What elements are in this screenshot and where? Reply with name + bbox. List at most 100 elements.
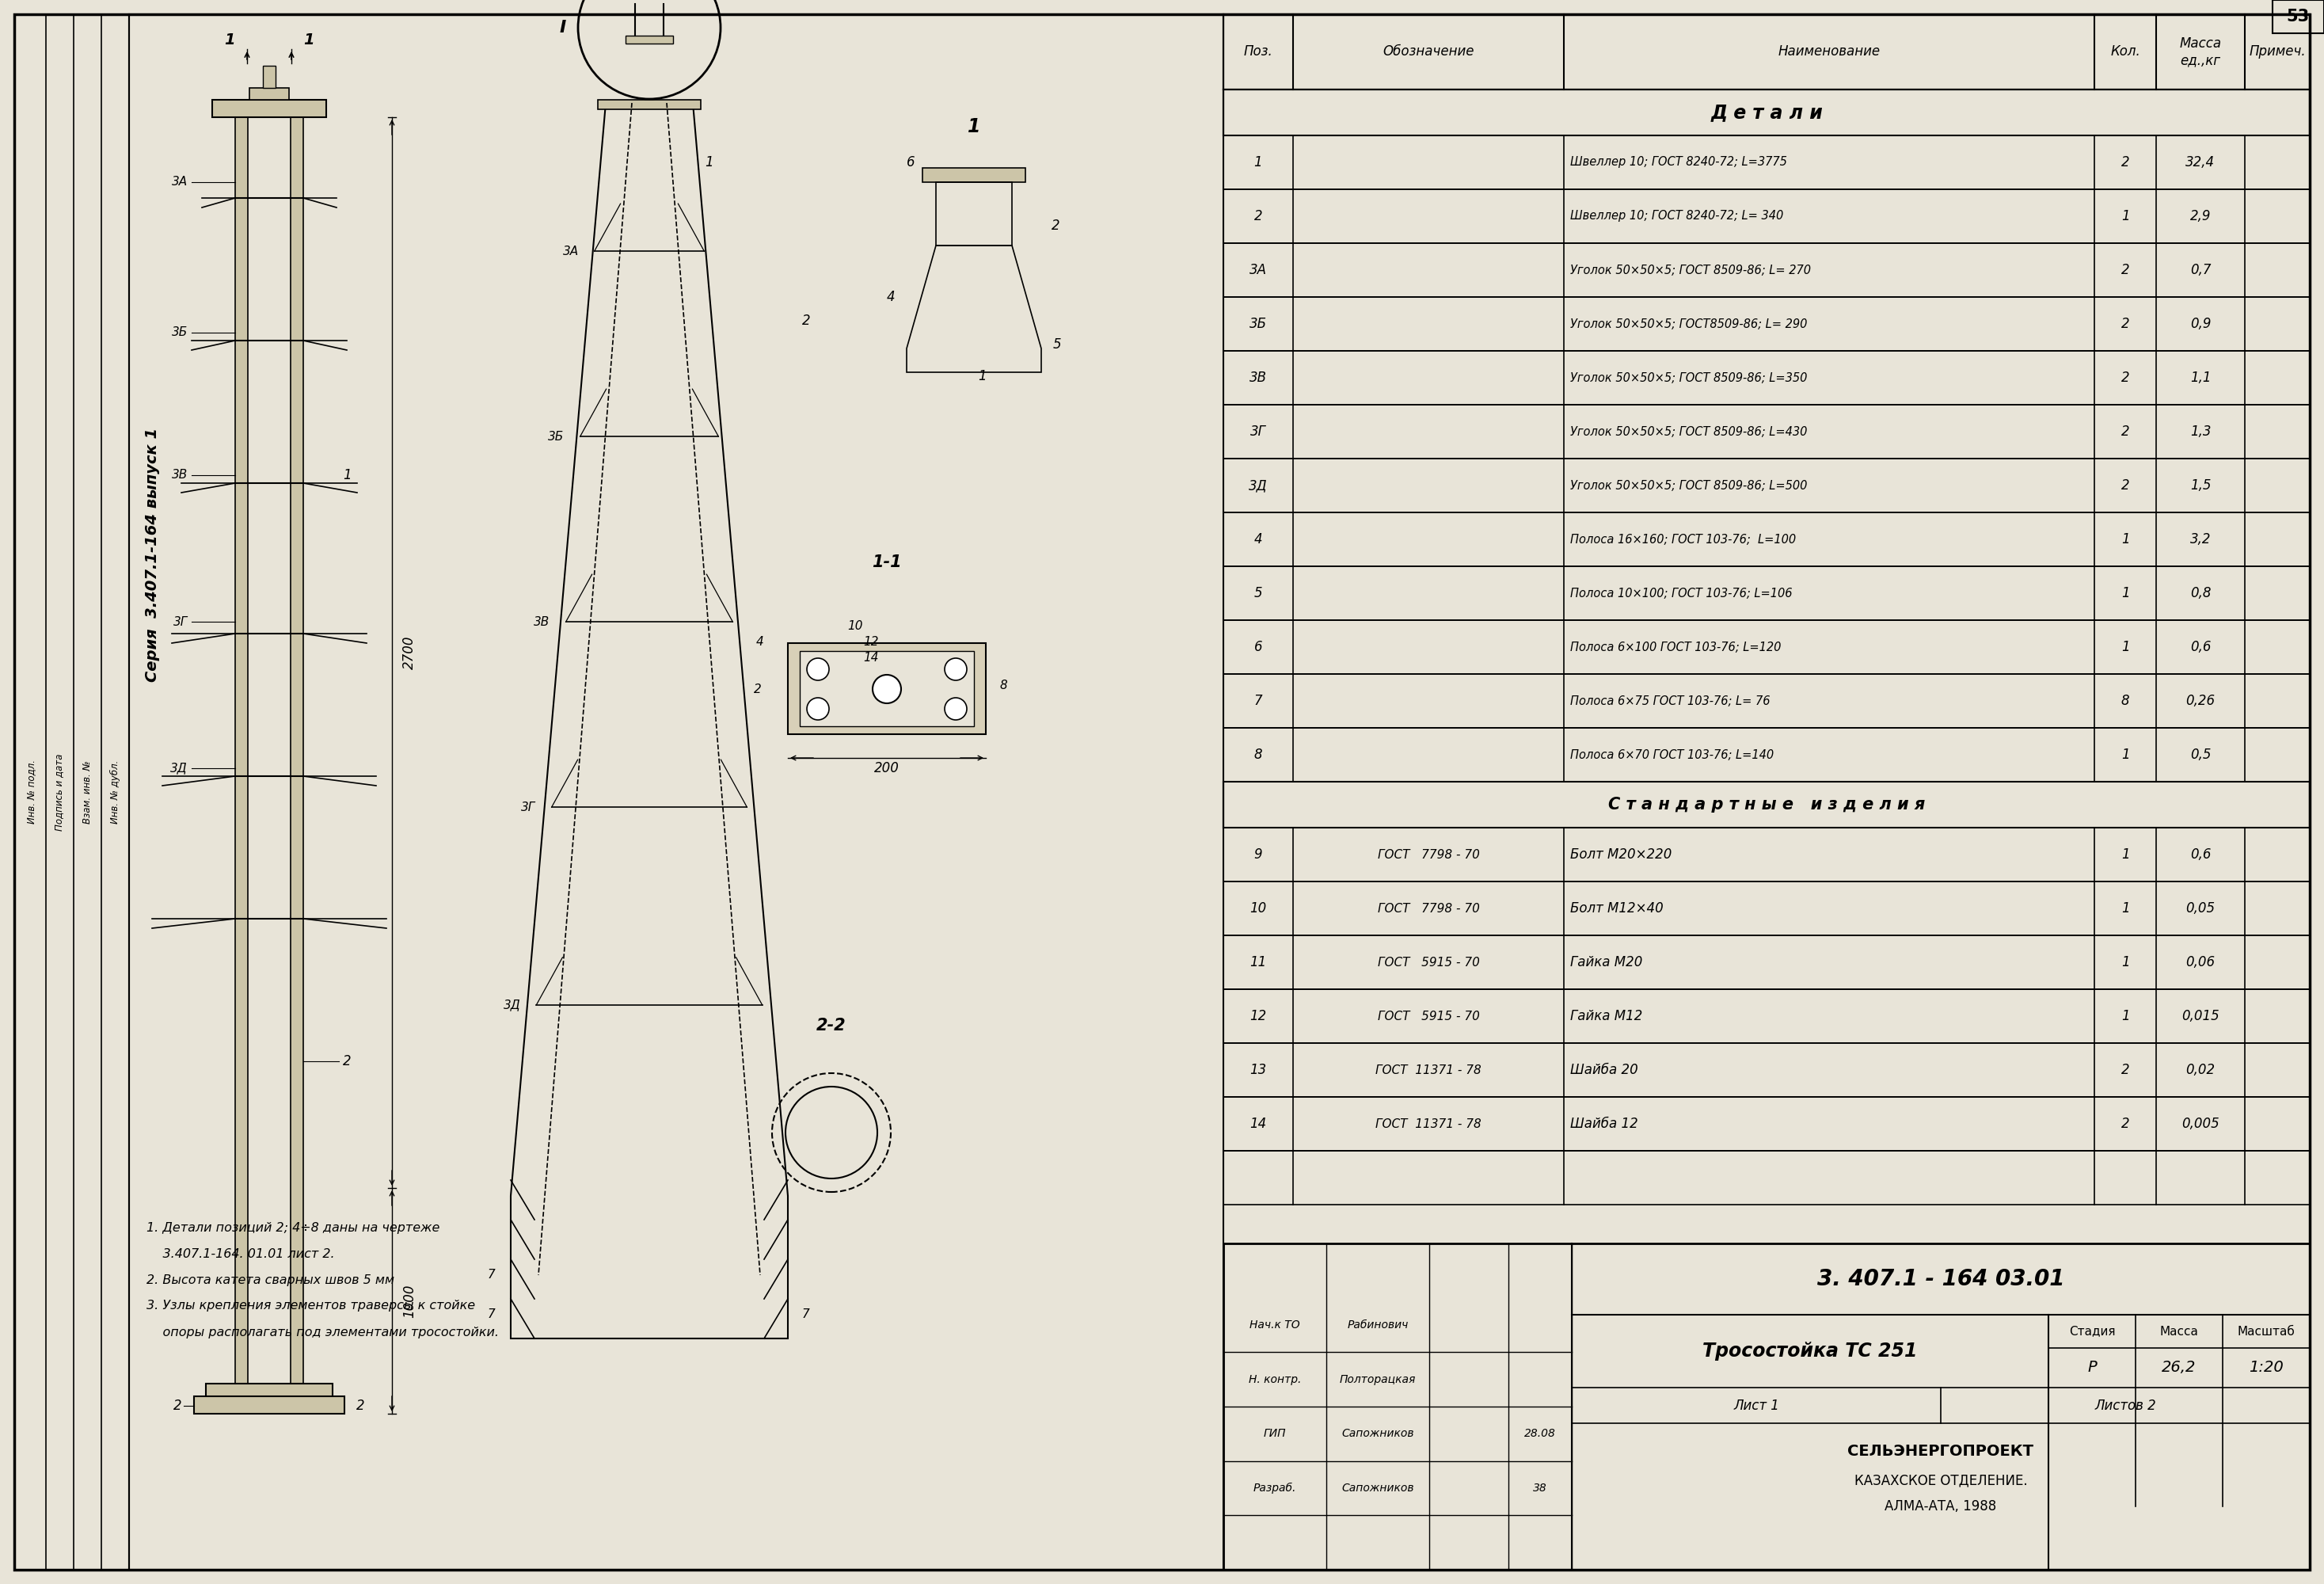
Text: 3А: 3А xyxy=(562,246,579,257)
Bar xyxy=(1222,675,2310,729)
Text: 1: 1 xyxy=(2122,640,2129,654)
Text: Наименование: Наименование xyxy=(1778,44,1880,59)
Text: Швеллер 10; ГОСТ 8240-72; L=3775: Швеллер 10; ГОСТ 8240-72; L=3775 xyxy=(1571,157,1787,168)
Text: 2: 2 xyxy=(1255,209,1262,223)
Text: 2: 2 xyxy=(2122,478,2129,493)
Bar xyxy=(923,168,1025,182)
Text: 1: 1 xyxy=(2122,955,2129,969)
Text: 1,5: 1,5 xyxy=(2189,478,2210,493)
Text: ГОСТ   7798 - 70: ГОСТ 7798 - 70 xyxy=(1378,849,1480,860)
Circle shape xyxy=(872,675,902,703)
Text: Масса
ед.,кг: Масса ед.,кг xyxy=(2180,36,2222,67)
Text: АЛМА-АТА, 1988: АЛМА-АТА, 1988 xyxy=(1885,1498,1996,1514)
Bar xyxy=(1222,188,2310,242)
Text: ГИП: ГИП xyxy=(1264,1429,1285,1440)
Text: 3Д: 3Д xyxy=(170,762,188,775)
Text: 7: 7 xyxy=(488,1308,495,1321)
Text: 3.407.1-164. 01.01 лист 2.: 3.407.1-164. 01.01 лист 2. xyxy=(146,1248,335,1259)
Text: ГОСТ   5915 - 70: ГОСТ 5915 - 70 xyxy=(1378,957,1480,968)
Text: Подпись и дата: Подпись и дата xyxy=(53,754,65,830)
Text: Шайба 20: Шайба 20 xyxy=(1571,1063,1638,1077)
Text: Д е т а л и: Д е т а л и xyxy=(1710,103,1822,122)
Bar xyxy=(249,87,288,100)
Bar xyxy=(1222,881,2310,935)
Bar xyxy=(1222,459,2310,513)
Text: 2: 2 xyxy=(344,1055,351,1068)
Bar xyxy=(1222,1042,2310,1096)
Text: 0,05: 0,05 xyxy=(2187,901,2215,916)
Text: 1: 1 xyxy=(344,469,351,482)
Text: КАЗАХСКОЕ ОТДЕЛЕНИЕ.: КАЗАХСКОЕ ОТДЕЛЕНИЕ. xyxy=(1855,1473,2027,1487)
Text: Масса: Масса xyxy=(2159,1326,2199,1337)
Text: 1: 1 xyxy=(2122,901,2129,916)
Text: 1: 1 xyxy=(2122,532,2129,546)
Bar xyxy=(1222,1243,2310,1570)
Circle shape xyxy=(806,659,830,681)
Text: 3. 407.1 - 164 03.01: 3. 407.1 - 164 03.01 xyxy=(1817,1267,2064,1289)
Text: 26,2: 26,2 xyxy=(2161,1361,2196,1375)
Text: Стадия: Стадия xyxy=(2068,1326,2115,1337)
Text: Лист 1: Лист 1 xyxy=(1734,1399,1780,1413)
Text: 1: 1 xyxy=(2122,209,2129,223)
Text: Гайка М20: Гайка М20 xyxy=(1571,955,1643,969)
Bar xyxy=(1222,14,2310,89)
Bar xyxy=(1222,513,2310,567)
Text: 0,26: 0,26 xyxy=(2187,694,2215,708)
Text: 4: 4 xyxy=(755,635,765,648)
Text: 0,02: 0,02 xyxy=(2187,1063,2215,1077)
Text: Полоса 6×100 ГОСТ 103-76; L=120: Полоса 6×100 ГОСТ 103-76; L=120 xyxy=(1571,642,1780,653)
Text: 0,005: 0,005 xyxy=(2182,1117,2219,1131)
Text: Тросостойка ТС 251: Тросостойка ТС 251 xyxy=(1703,1342,1917,1361)
Text: 0,6: 0,6 xyxy=(2189,847,2210,862)
Text: 4: 4 xyxy=(885,290,895,304)
Bar xyxy=(625,35,674,43)
Text: 13: 13 xyxy=(1250,1063,1267,1077)
Text: 2: 2 xyxy=(1050,219,1060,233)
Text: Взам. инв. №: Взам. инв. № xyxy=(81,760,93,824)
Text: Уголок 50×50×5; ГОСТ 8509-86; L=430: Уголок 50×50×5; ГОСТ 8509-86; L=430 xyxy=(1571,426,1808,437)
Text: 1: 1 xyxy=(2122,1009,2129,1023)
Text: Кол.: Кол. xyxy=(2110,44,2140,59)
Text: 1: 1 xyxy=(2122,748,2129,762)
Text: Полоса 6×75 ГОСТ 103-76; L= 76: Полоса 6×75 ГОСТ 103-76; L= 76 xyxy=(1571,695,1771,706)
Bar xyxy=(1222,729,2310,781)
Text: 2: 2 xyxy=(802,314,811,328)
Text: 14: 14 xyxy=(862,653,878,664)
Text: Полторацкая: Полторацкая xyxy=(1339,1373,1415,1384)
Text: 3Б: 3Б xyxy=(172,326,188,339)
Text: Сапожников: Сапожников xyxy=(1341,1483,1413,1494)
Text: 6: 6 xyxy=(1255,640,1262,654)
Text: 1,3: 1,3 xyxy=(2189,425,2210,439)
Bar xyxy=(1222,567,2310,619)
Text: Полоса 6×70 ГОСТ 103-76; L=140: Полоса 6×70 ГОСТ 103-76; L=140 xyxy=(1571,749,1773,760)
Text: Обозначение: Обозначение xyxy=(1383,44,1473,59)
Text: 1: 1 xyxy=(223,32,235,48)
Text: 9: 9 xyxy=(1255,847,1262,862)
Text: Примеч.: Примеч. xyxy=(2250,44,2305,59)
Bar xyxy=(799,651,974,725)
Text: 3Д: 3Д xyxy=(1248,478,1267,493)
Text: 3В: 3В xyxy=(172,469,188,482)
Text: 1: 1 xyxy=(704,155,713,169)
Text: СЕЛЬЭНЕРГОПРОЕКТ: СЕЛЬЭНЕРГОПРОЕКТ xyxy=(1848,1443,2034,1459)
Text: 1. Детали позиций 2; 4÷8 даны на чертеже: 1. Детали позиций 2; 4÷8 даны на чертеже xyxy=(146,1221,439,1234)
Text: 6: 6 xyxy=(906,155,916,169)
Text: Гайка М12: Гайка М12 xyxy=(1571,1009,1643,1023)
Bar xyxy=(263,65,277,87)
Text: 2: 2 xyxy=(2122,425,2129,439)
Text: Н. контр.: Н. контр. xyxy=(1248,1373,1301,1384)
Bar xyxy=(1222,136,2310,188)
Text: 1: 1 xyxy=(967,117,981,136)
Text: 8: 8 xyxy=(2122,694,2129,708)
Text: Уголок 50×50×5; ГОСТ 8509-86; L=500: Уголок 50×50×5; ГОСТ 8509-86; L=500 xyxy=(1571,480,1808,491)
Text: 200: 200 xyxy=(874,762,899,775)
Text: 1,1: 1,1 xyxy=(2189,371,2210,385)
Bar xyxy=(1222,988,2310,1042)
Bar xyxy=(207,1384,332,1397)
Text: 3Б: 3Б xyxy=(1250,317,1267,331)
Text: 2: 2 xyxy=(2122,1117,2129,1131)
Text: ГОСТ   7798 - 70: ГОСТ 7798 - 70 xyxy=(1378,903,1480,914)
Text: Инв. № подл.: Инв. № подл. xyxy=(26,760,37,824)
Text: 2,9: 2,9 xyxy=(2189,209,2210,223)
Text: 7: 7 xyxy=(488,1269,495,1281)
